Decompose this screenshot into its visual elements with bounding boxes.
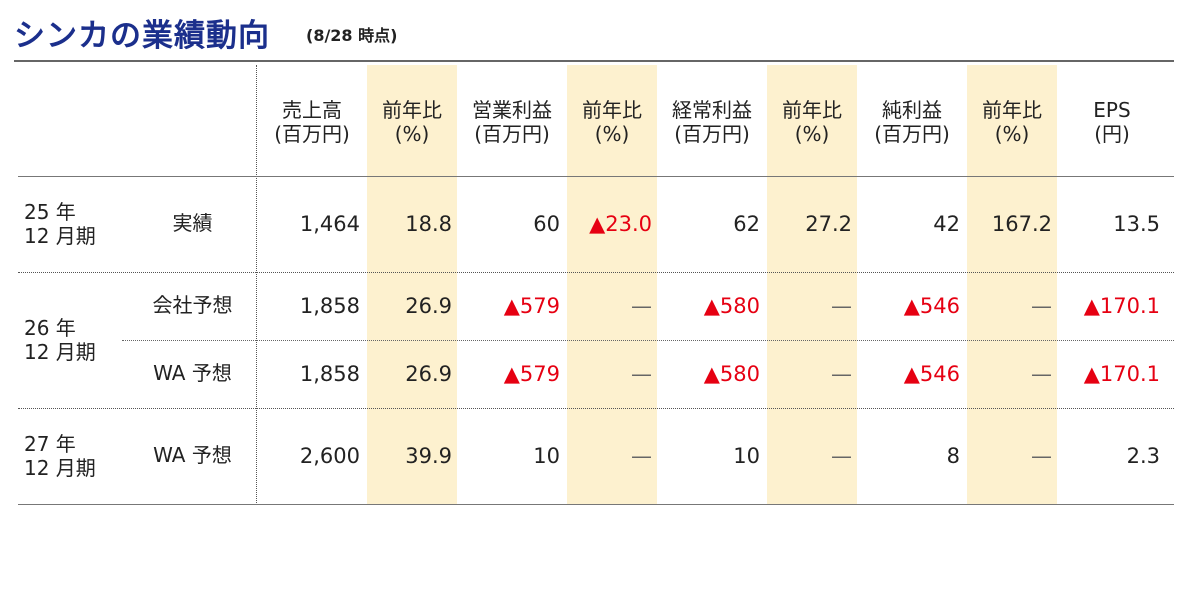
table-cell: 10 — [533, 444, 560, 468]
table-cell: ▲546 — [903, 362, 960, 386]
table-cell: 1,858 — [299, 362, 360, 386]
table-cell: — — [631, 444, 652, 468]
row-label: WA 予想 — [153, 361, 232, 385]
table-cell: 26.9 — [405, 362, 452, 386]
vertical-divider — [256, 65, 257, 505]
title: シンカの業績動向 — [14, 18, 270, 54]
table-cell: — — [631, 294, 652, 318]
row-label: 実績 — [172, 211, 213, 235]
column-header: 売上高 — [282, 98, 342, 122]
column-header: 営業利益 — [472, 98, 552, 122]
column-header: (%) — [394, 122, 430, 146]
column-header: (百万円) — [874, 122, 950, 146]
table-cell: 13.5 — [1113, 212, 1160, 236]
header-rule — [18, 176, 1174, 177]
table-cell: 39.9 — [405, 444, 452, 468]
table-cell: 60 — [533, 212, 560, 236]
table-cell: 42 — [933, 212, 960, 236]
table-cell: 10 — [733, 444, 760, 468]
column-header: (%) — [994, 122, 1030, 146]
table-cell: 8 — [946, 444, 960, 468]
period-label: 12 月期 — [24, 456, 96, 480]
column-header: (%) — [594, 122, 630, 146]
column-header: 純利益 — [882, 98, 942, 122]
row-label: 会社予想 — [152, 293, 233, 317]
column-header: (百万円) — [274, 122, 350, 146]
column-header: 前年比 — [982, 98, 1042, 122]
column-header: (百万円) — [674, 122, 750, 146]
period-label: 25 年 — [24, 200, 76, 224]
row-label: WA 予想 — [153, 443, 232, 467]
table-cell: 167.2 — [991, 212, 1052, 236]
table-cell: — — [1031, 444, 1052, 468]
highlight-band — [367, 65, 457, 505]
period-label: 12 月期 — [24, 340, 96, 364]
note: (8/28 時点) — [306, 26, 398, 45]
table-cell: 26.9 — [405, 294, 452, 318]
table-cell: ▲579 — [503, 362, 560, 386]
column-header: 前年比 — [782, 98, 842, 122]
column-header: (%) — [794, 122, 830, 146]
column-header: (円) — [1094, 122, 1130, 146]
table-cell: — — [831, 444, 852, 468]
group-rule — [18, 272, 1174, 273]
highlight-band — [767, 65, 857, 505]
bottom-rule — [18, 504, 1174, 505]
table-cell: ▲170.1 — [1083, 294, 1160, 318]
table-cell: — — [631, 362, 652, 386]
column-header: (百万円) — [474, 122, 550, 146]
table-cell: ▲170.1 — [1083, 362, 1160, 386]
highlight-band — [967, 65, 1057, 505]
table-cell: 2.3 — [1126, 444, 1160, 468]
title-rule — [14, 60, 1174, 62]
row-rule — [122, 340, 1174, 341]
table-cell: 2,600 — [299, 444, 360, 468]
table-cell: 62 — [733, 212, 760, 236]
column-header: 前年比 — [382, 98, 442, 122]
table-cell: 1,858 — [299, 294, 360, 318]
column-header: 経常利益 — [672, 98, 752, 122]
table-cell: 1,464 — [299, 212, 360, 236]
table-cell: 18.8 — [405, 212, 452, 236]
period-label: 27 年 — [24, 432, 76, 456]
table-cell: ▲580 — [703, 294, 760, 318]
column-header: 前年比 — [582, 98, 642, 122]
table-cell: ▲23.0 — [589, 212, 652, 236]
table-cell: ▲579 — [503, 294, 560, 318]
column-header: EPS — [1093, 98, 1131, 122]
table-cell: 27.2 — [805, 212, 852, 236]
period-label: 12 月期 — [24, 224, 96, 248]
period-label: 26 年 — [24, 316, 76, 340]
table-cell: — — [1031, 362, 1052, 386]
group-rule — [18, 408, 1174, 409]
table-cell: — — [831, 362, 852, 386]
highlight-band — [567, 65, 657, 505]
table-cell: — — [1031, 294, 1052, 318]
table-cell: — — [831, 294, 852, 318]
table-cell: ▲546 — [903, 294, 960, 318]
table-cell: ▲580 — [703, 362, 760, 386]
